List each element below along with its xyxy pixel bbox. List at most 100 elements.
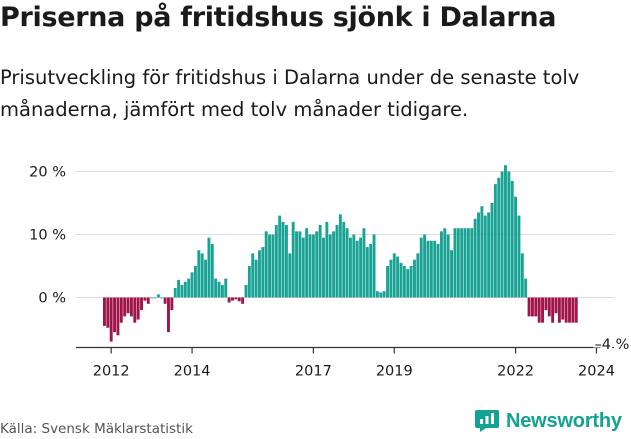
bar	[453, 228, 457, 298]
bar	[419, 237, 423, 298]
bar	[406, 269, 410, 298]
bar	[466, 228, 470, 298]
bar	[557, 297, 561, 323]
latest-value-label: –4 %	[595, 337, 630, 353]
bar	[342, 221, 346, 298]
chart-title: Priserna på fritidshus sjönk i Dalarna	[0, 2, 557, 33]
bar	[241, 297, 245, 304]
brand-logo[interactable]: Newsworthy	[474, 409, 622, 433]
newsworthy-logo-icon	[475, 410, 499, 432]
bar	[146, 297, 150, 304]
bar	[568, 297, 571, 323]
bar	[156, 294, 160, 298]
bar	[231, 297, 234, 301]
bar	[116, 297, 120, 336]
bar	[278, 215, 282, 298]
bar	[281, 221, 285, 298]
bar	[173, 288, 177, 298]
bar	[423, 234, 427, 298]
bar	[399, 262, 403, 298]
bar	[258, 250, 261, 298]
bar	[268, 234, 272, 298]
bar	[103, 297, 106, 326]
y-tick-label: 0 %	[38, 291, 66, 307]
bar	[261, 247, 265, 298]
bar	[119, 297, 123, 323]
bar	[480, 206, 484, 298]
bar	[237, 297, 241, 302]
bar	[187, 278, 191, 298]
bar	[126, 297, 130, 314]
bar	[227, 297, 231, 303]
bar	[163, 297, 167, 304]
bar	[210, 243, 214, 298]
bar	[524, 278, 528, 298]
bar	[530, 297, 534, 317]
bar	[315, 231, 319, 298]
bar	[322, 237, 325, 298]
bar	[295, 231, 298, 298]
source-note: Källa: Svensk Mäklarstatistik	[0, 421, 193, 437]
bar	[375, 291, 379, 298]
bar	[234, 297, 238, 300]
bar	[288, 253, 292, 298]
bar	[574, 297, 578, 323]
bar	[332, 231, 336, 298]
x-tick-label: 2012	[93, 364, 130, 380]
bar	[359, 237, 363, 298]
bar	[190, 272, 194, 298]
bar	[433, 240, 437, 298]
bar	[123, 297, 127, 317]
bar	[416, 253, 420, 298]
x-tick-label: 2022	[497, 364, 534, 380]
bar	[254, 259, 258, 298]
bar	[460, 228, 464, 298]
bar	[473, 218, 477, 298]
bar	[493, 184, 497, 298]
bar	[463, 228, 467, 298]
bar	[440, 231, 443, 298]
bar	[429, 240, 433, 298]
bar	[291, 221, 295, 298]
bar	[328, 234, 332, 298]
bar	[305, 228, 309, 298]
bar	[301, 237, 305, 298]
bar	[109, 297, 113, 342]
bar	[382, 291, 386, 298]
bar	[247, 266, 251, 298]
bar	[379, 292, 383, 298]
bar	[133, 297, 137, 323]
bar	[446, 234, 450, 298]
bar	[106, 297, 110, 328]
bar	[143, 297, 147, 301]
bar	[507, 171, 511, 298]
bar	[217, 281, 221, 298]
bar	[534, 297, 538, 317]
bar	[527, 297, 531, 317]
bar	[284, 225, 288, 298]
bar	[113, 297, 117, 333]
bar	[193, 266, 197, 298]
bar	[129, 297, 133, 317]
bar	[504, 165, 507, 298]
bar	[204, 259, 207, 298]
bar	[349, 237, 352, 298]
bar	[177, 279, 181, 298]
bar	[308, 234, 312, 298]
bar	[450, 250, 454, 298]
bar	[244, 284, 248, 298]
bar	[170, 297, 174, 311]
bar	[224, 278, 228, 298]
bar	[436, 243, 440, 298]
bar	[207, 237, 211, 298]
bar	[426, 240, 430, 298]
bar	[136, 297, 140, 320]
bar	[517, 215, 521, 298]
x-tick-label: 2024	[578, 364, 615, 380]
x-tick-label: 2017	[295, 364, 332, 380]
bar	[456, 228, 460, 298]
bar	[490, 203, 494, 298]
bar	[409, 266, 413, 298]
bar	[396, 256, 400, 298]
bar	[355, 240, 359, 298]
